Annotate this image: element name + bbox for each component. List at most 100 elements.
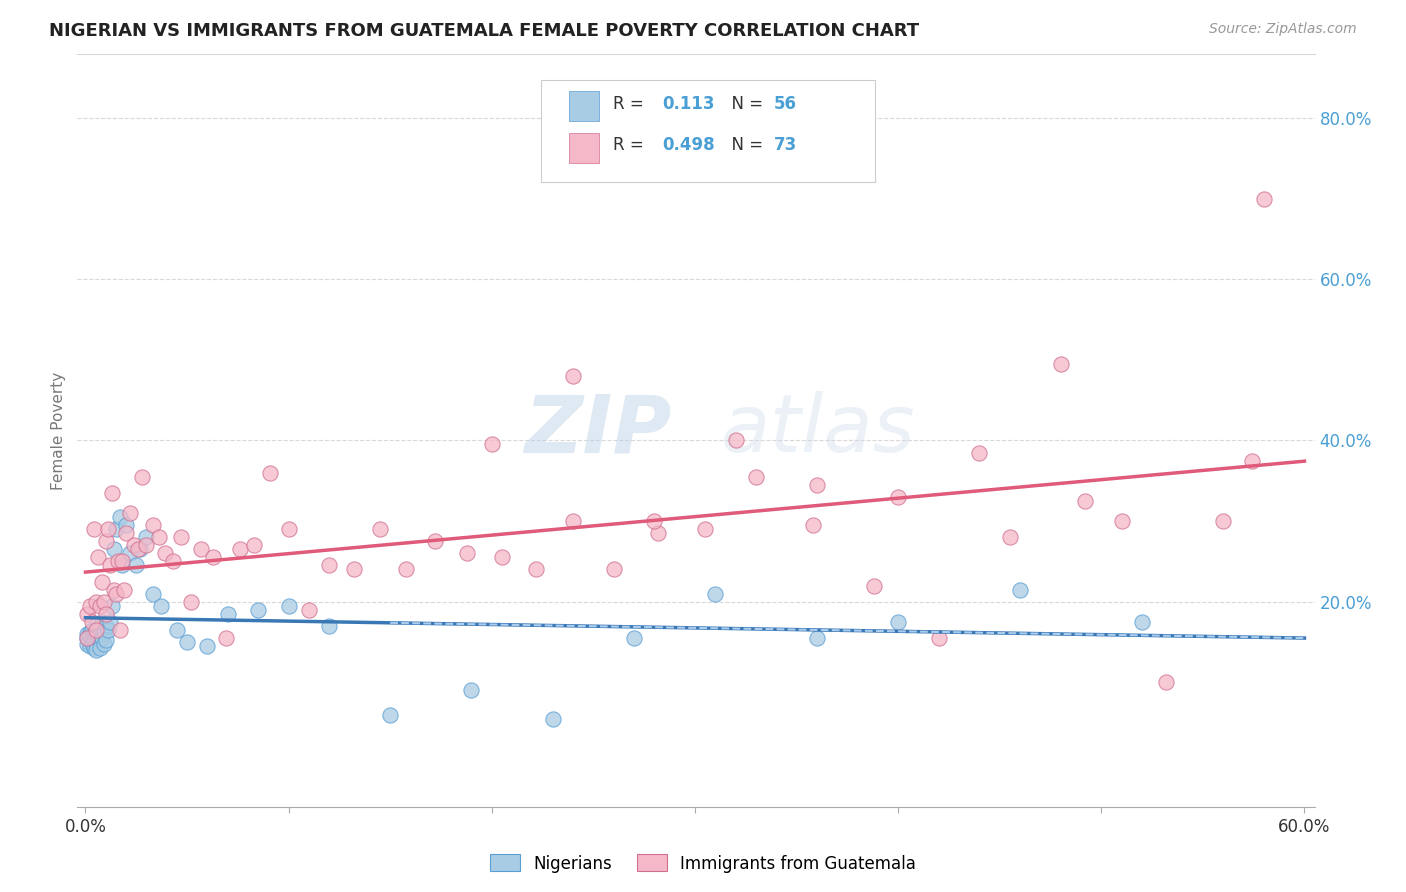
Point [131, 469, 153, 483]
Point [695, 522, 717, 536]
Text: N =: N = [721, 95, 768, 113]
Point [1253, 192, 1275, 206]
Point [89, 620, 111, 634]
Point [1074, 494, 1097, 508]
Point [122, 538, 145, 552]
Point [84, 595, 107, 609]
Point [190, 542, 212, 557]
Point [80, 637, 103, 651]
Point [84, 629, 107, 643]
Point [127, 542, 149, 557]
Point [1212, 514, 1234, 528]
Point [166, 623, 188, 637]
Point [562, 514, 585, 528]
Point [101, 486, 124, 500]
Point [148, 530, 170, 544]
Point [104, 522, 127, 536]
Point [214, 631, 236, 645]
Point [89, 641, 111, 656]
Point [79, 629, 101, 643]
Point [647, 526, 669, 541]
Point [602, 562, 624, 576]
Point [103, 542, 125, 557]
Point [76, 631, 98, 645]
Point [89, 599, 111, 613]
Point [247, 603, 270, 617]
Point [149, 599, 172, 613]
Point [93, 625, 115, 640]
Point [1111, 514, 1133, 528]
Point [526, 562, 548, 576]
Point [98, 615, 121, 629]
FancyBboxPatch shape [541, 80, 876, 182]
Point [456, 546, 478, 560]
Point [97, 522, 120, 536]
Point [928, 631, 950, 645]
Point [704, 587, 727, 601]
Point [93, 637, 115, 651]
Point [107, 554, 129, 568]
Text: 56: 56 [773, 95, 797, 113]
Point [806, 631, 828, 645]
Point [423, 534, 446, 549]
Point [120, 506, 142, 520]
Point [94, 534, 117, 549]
Point [998, 530, 1021, 544]
Point [80, 615, 103, 629]
Point [135, 538, 157, 552]
Point [94, 619, 117, 633]
Point [86, 550, 108, 565]
Point [180, 595, 202, 609]
Point [541, 712, 564, 726]
Text: Source: ZipAtlas.com: Source: ZipAtlas.com [1209, 22, 1357, 37]
Point [623, 631, 645, 645]
Point [1049, 357, 1071, 371]
Point [76, 631, 98, 645]
Point [343, 562, 366, 576]
Point [93, 595, 115, 609]
Point [176, 635, 198, 649]
Point [491, 550, 513, 565]
Point [79, 625, 101, 640]
Point [90, 574, 112, 589]
Point [481, 437, 503, 451]
Point [83, 633, 105, 648]
Point [98, 558, 121, 573]
Point [79, 639, 101, 653]
Point [111, 558, 134, 573]
Point [115, 526, 138, 541]
Point [195, 639, 218, 653]
Point [745, 469, 768, 483]
Point [806, 478, 828, 492]
Point [460, 683, 482, 698]
Point [318, 619, 340, 633]
Point [141, 587, 163, 601]
Point [217, 607, 239, 621]
FancyBboxPatch shape [568, 133, 599, 163]
Text: N =: N = [721, 136, 768, 154]
Point [368, 522, 391, 536]
Point [112, 582, 135, 597]
Text: R =: R = [613, 136, 650, 154]
Point [1240, 453, 1263, 467]
Point [141, 518, 163, 533]
Y-axis label: Female Poverty: Female Poverty [51, 371, 66, 490]
Text: atlas: atlas [721, 392, 915, 469]
Point [101, 599, 124, 613]
Text: ZIP: ZIP [524, 392, 671, 469]
Point [84, 623, 107, 637]
Point [162, 554, 184, 568]
Point [84, 643, 107, 657]
Point [115, 518, 138, 533]
FancyBboxPatch shape [568, 91, 599, 121]
Point [643, 514, 665, 528]
Point [229, 542, 252, 557]
Text: R =: R = [613, 95, 650, 113]
Point [90, 631, 112, 645]
Point [1130, 615, 1153, 629]
Point [277, 522, 299, 536]
Point [83, 640, 105, 655]
Point [562, 368, 585, 383]
Point [86, 623, 108, 637]
Point [170, 530, 193, 544]
